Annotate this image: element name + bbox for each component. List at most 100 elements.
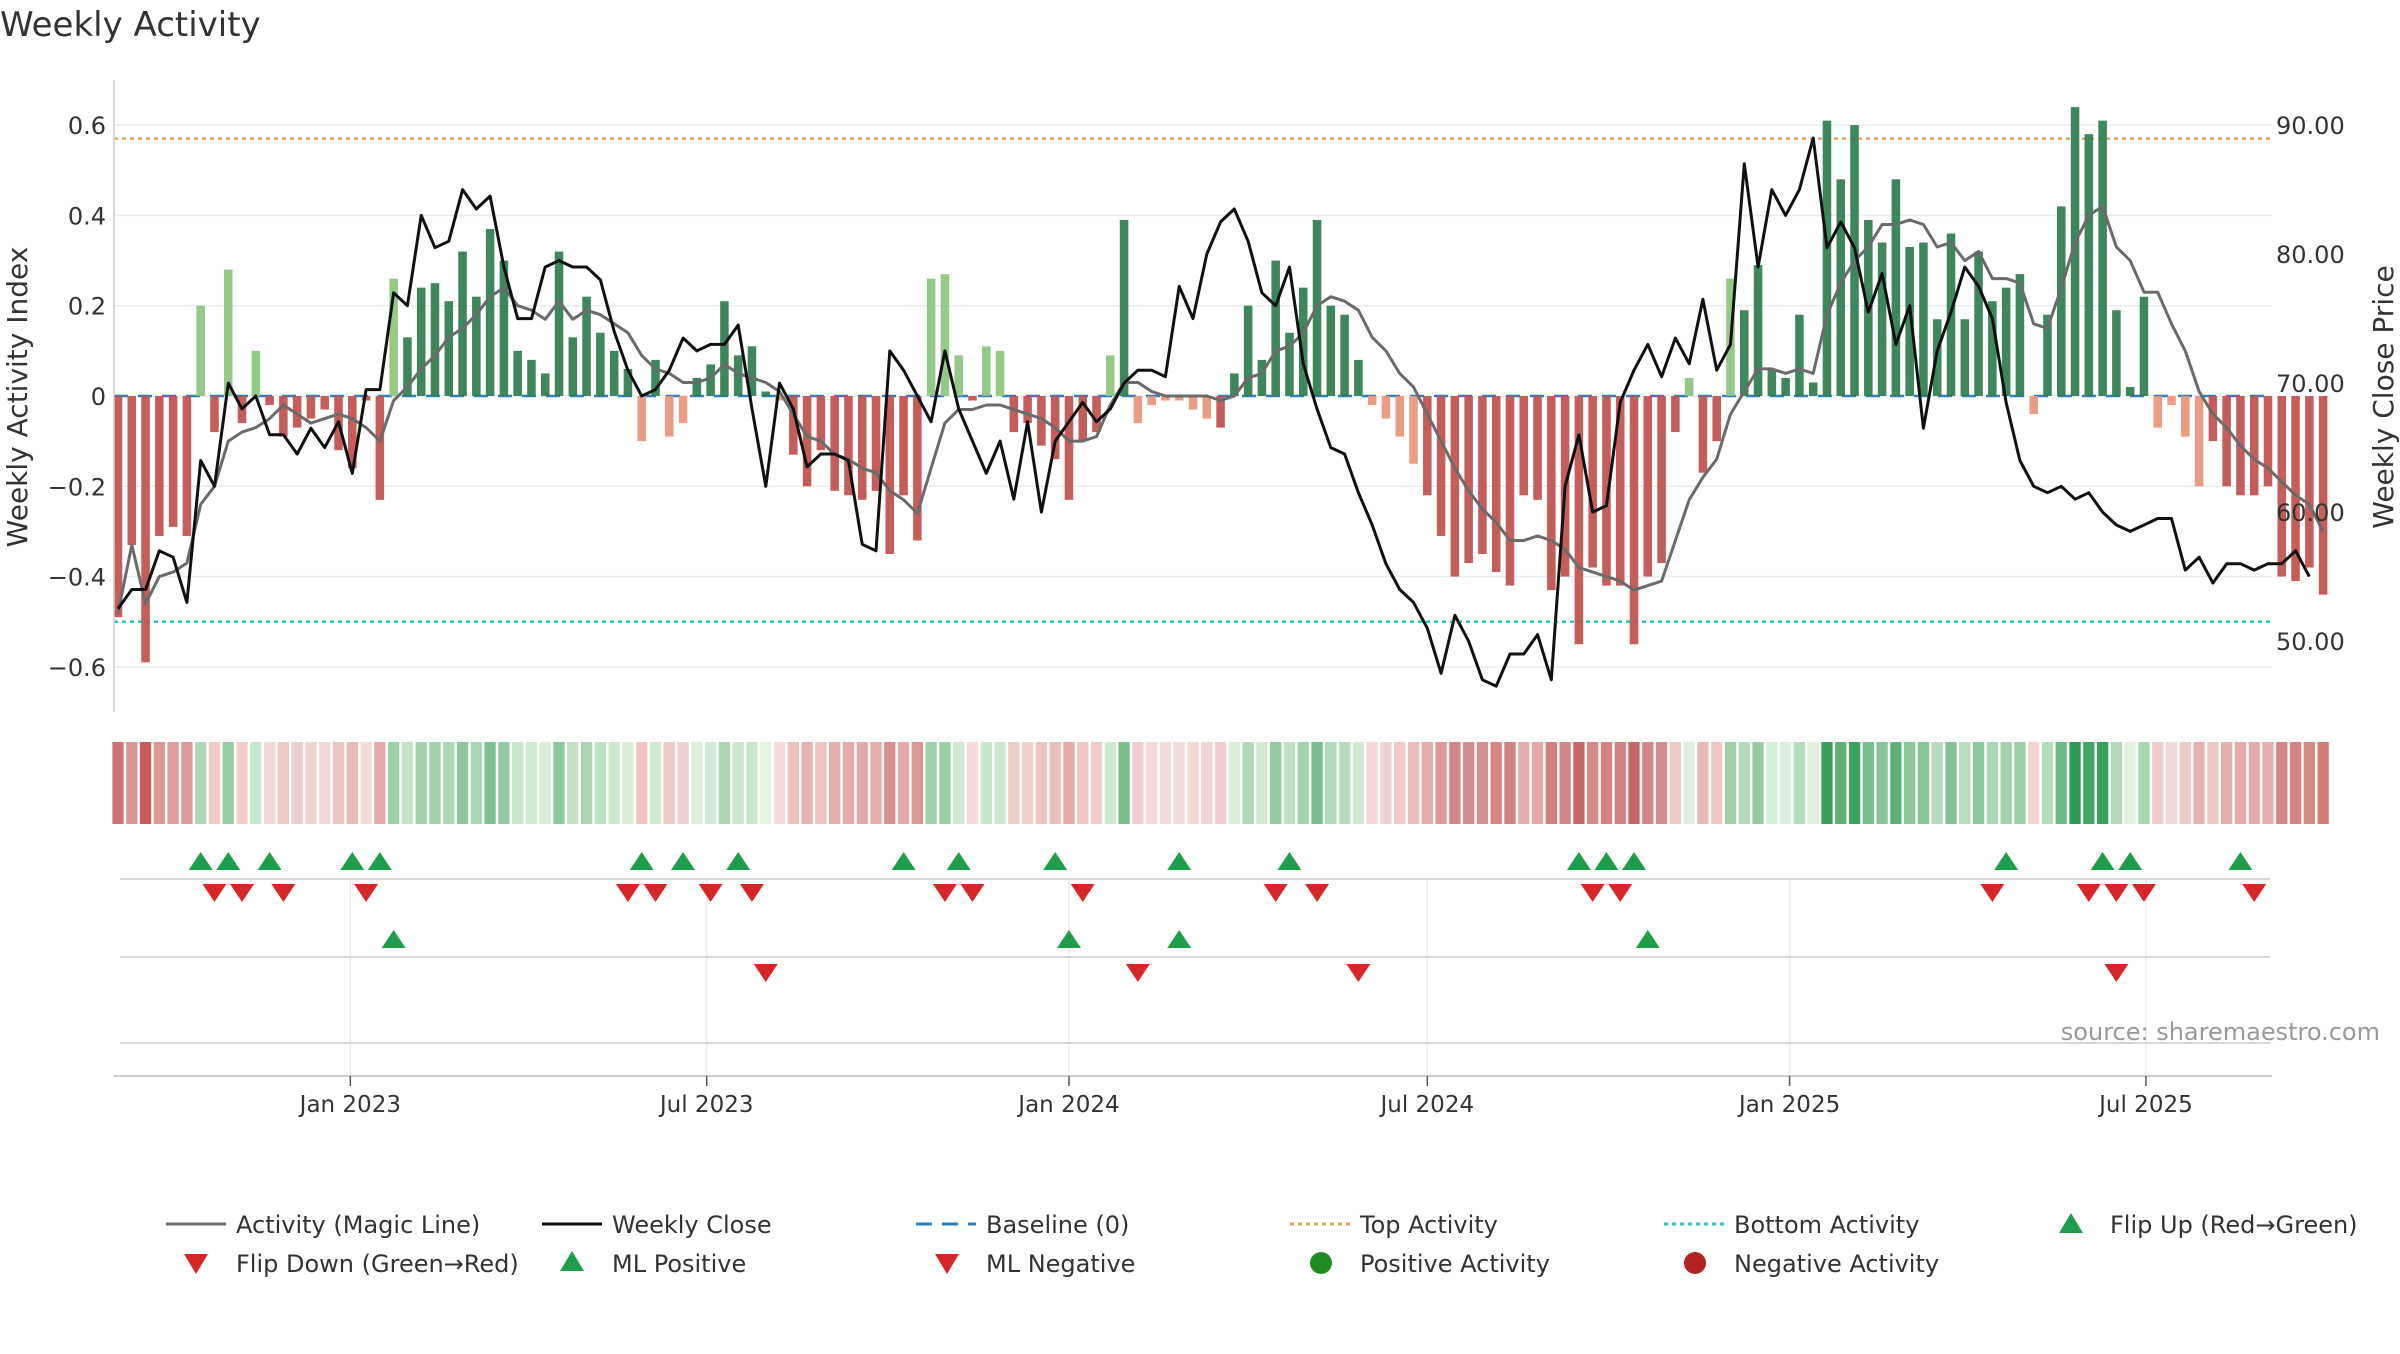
activity-strip-cell: [1104, 742, 1116, 824]
flip-up-marker: [726, 852, 751, 870]
activity-bar: [499, 260, 509, 396]
ml-negative-marker: [2104, 964, 2129, 982]
activity-bar: [2029, 396, 2038, 415]
activity-strip-cell: [1876, 742, 1888, 824]
activity-bar: [168, 396, 178, 527]
activity-bar: [665, 396, 674, 437]
activity-bar: [1064, 396, 1074, 500]
activity-strip-cell: [1986, 742, 1999, 824]
ml-negative-marker: [1125, 964, 1150, 982]
activity-bar: [1822, 120, 1832, 396]
activity-strip-cell: [512, 742, 524, 824]
flip-up-marker: [2090, 852, 2115, 870]
activity-strip-cell: [829, 742, 841, 824]
flip-up-marker: [188, 852, 213, 870]
activity-bar: [375, 396, 385, 500]
activity-bar: [1202, 396, 1212, 419]
activity-strip-cell: [1407, 742, 1420, 824]
activity-strip-cell: [263, 742, 276, 824]
activity-strip-cell: [429, 742, 441, 824]
activity-bar: [127, 396, 137, 545]
activity-bar: [2249, 396, 2259, 496]
activity-bar: [1436, 396, 1446, 536]
positive-dot-icon: [1310, 1252, 1332, 1274]
activity-strip-cell: [1159, 742, 1172, 824]
activity-strip-cell: [1118, 742, 1130, 824]
activity-bar: [913, 396, 922, 541]
flip-up-marker: [367, 852, 392, 870]
activity-strip-cell: [1697, 742, 1709, 824]
activity-strip-cell: [856, 742, 868, 824]
x-tick-label: Jul 2024: [1378, 1092, 1474, 1118]
activity-strip-cell: [1132, 742, 1144, 824]
activity-bar: [2098, 120, 2107, 396]
activity-strip-cell: [401, 742, 414, 824]
activity-strip-cell: [1545, 742, 1557, 824]
activity-bar: [1740, 310, 1749, 396]
y-tick-label: 0: [91, 383, 106, 411]
activity-strip-cell: [939, 742, 951, 824]
flip-down-marker: [202, 884, 227, 902]
activity-strip-cell: [1779, 742, 1792, 824]
activity-strip-cell: [360, 742, 372, 824]
activity-bar: [692, 377, 702, 396]
legend-label: Negative Activity: [1734, 1250, 1939, 1278]
activity-bar: [2015, 274, 2025, 396]
legend-flip-up: Flip Up (Red→Green): [2059, 1211, 2358, 1239]
activity-bar: [279, 396, 288, 437]
activity-bar: [1519, 396, 1529, 496]
flip-up-marker: [2118, 852, 2143, 870]
activity-bar: [1615, 396, 1625, 586]
activity-strip-cell: [319, 742, 331, 824]
activity-strip-cell: [691, 742, 703, 824]
activity-strip: [112, 742, 2329, 824]
activity-strip-cell: [305, 742, 317, 824]
activity-strip-cell: [1669, 742, 1682, 824]
ml-positive-marker: [381, 930, 406, 948]
activity-bar: [1395, 396, 1405, 437]
activity-strip-cell: [580, 742, 593, 824]
activity-bar: [540, 373, 550, 396]
activity-bar: [1491, 396, 1501, 573]
activity-strip-cell: [608, 742, 620, 824]
activity-bar: [733, 355, 743, 396]
x-tick-label: Jan 2024: [1016, 1092, 1119, 1118]
activity-bar: [1795, 314, 1804, 396]
activity-bar: [113, 396, 123, 618]
activity-strip-cell: [1283, 742, 1296, 824]
activity-bar: [320, 396, 330, 410]
activity-strip-cell: [1311, 742, 1323, 824]
activity-strip-cell: [2014, 742, 2026, 824]
activity-bar: [789, 396, 798, 455]
activity-strip-cell: [1752, 742, 1764, 824]
activity-strip-cell: [1146, 742, 1158, 824]
activity-strip-cell: [2317, 742, 2329, 824]
y-tick-label: −0.4: [48, 564, 106, 592]
activity-bar: [968, 396, 977, 401]
y-right-tick-label: 80.00: [2276, 241, 2345, 269]
flip-down-marker: [739, 884, 764, 902]
activity-strip-cell: [1297, 742, 1309, 824]
activity-strip-cell: [622, 742, 634, 824]
y-tick-label: −0.6: [48, 654, 106, 682]
activity-bar: [1367, 396, 1377, 406]
activity-strip-cell: [346, 742, 358, 824]
activity-strip-cell: [2165, 742, 2178, 824]
activity-strip-cell: [994, 742, 1006, 824]
activity-bar: [1891, 179, 1901, 396]
activity-bar: [2139, 296, 2149, 396]
chart-title: Weekly Activity: [0, 5, 261, 45]
activity-bar: [292, 396, 302, 428]
activity-strip-cell: [1807, 742, 1819, 824]
activity-strip-cell: [636, 742, 648, 824]
activity-strip-cell: [1187, 742, 1199, 824]
activity-bar: [182, 396, 192, 536]
left-axis-label: Weekly Activity Index: [1, 247, 34, 548]
activity-bar: [1753, 265, 1763, 396]
activity-bar: [1092, 396, 1101, 433]
activity-strip-cell: [1090, 742, 1103, 824]
flip-up-marker: [946, 852, 971, 870]
source-label: source: sharemaestro.com: [2061, 1018, 2380, 1046]
activity-bar: [1381, 396, 1391, 419]
activity-strip-cell: [1587, 742, 1599, 824]
